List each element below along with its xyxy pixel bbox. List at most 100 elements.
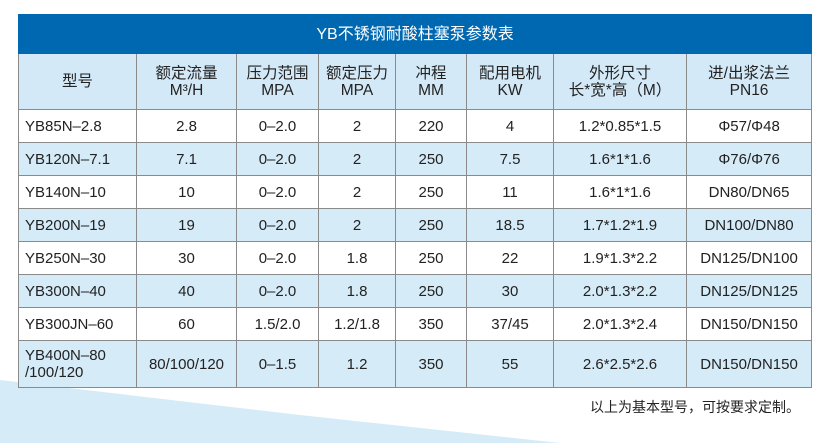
header-row: 型号 额定流量 M³/H 压力范围 MPA 额定压力 MPA 冲程 MM 配用电机 KW 外形尺寸 长*… xyxy=(18,53,813,110)
table-cell: 10 xyxy=(136,175,237,209)
table-cell: 2.8 xyxy=(136,109,237,143)
table-cell: 1.6*1*1.6 xyxy=(553,175,687,209)
table-title: YB不锈钢耐酸柱塞泵参数表 xyxy=(17,14,813,54)
table-cell: 350 xyxy=(395,307,467,341)
table-cell: 1.2 xyxy=(318,340,396,388)
column-header: 进/出浆法兰 PN16 xyxy=(685,53,813,110)
table-cell: 2.0*1.3*2.4 xyxy=(553,307,687,341)
table-cell: 22 xyxy=(466,241,554,275)
table-cell: 1.8 xyxy=(318,241,396,275)
table-cell: 1.2*0.85*1.5 xyxy=(553,109,687,143)
table-cell: 2 xyxy=(318,175,396,209)
model-cell: YB250N–30 xyxy=(18,241,137,275)
table-cell: 1.8 xyxy=(318,274,396,308)
table-cell: 80/100/120 xyxy=(136,340,237,388)
table-cell: 1.2/1.8 xyxy=(318,307,396,341)
model-cell: YB85N–2.8 xyxy=(18,109,137,143)
model-cell: YB400N–80 /100/120 xyxy=(18,340,137,388)
table-row: YB250N–30 30 0–2.0 1.8 250 22 1.9*1.3*2.2 DN125… xyxy=(18,241,813,275)
table-cell: 2 xyxy=(318,142,396,176)
model-cell: YB140N–10 xyxy=(18,175,137,209)
table-cell: 0–1.5 xyxy=(236,340,319,388)
table-cell: Φ76/Φ76 xyxy=(685,142,813,176)
table-cell: DN80/DN65 xyxy=(685,175,813,209)
table-row: YB140N–10 10 0–2.0 2 250 11 1.6*1*1.6 DN80/DN65 xyxy=(18,175,813,209)
header-line: KW xyxy=(497,81,523,99)
header-line: 冲程 xyxy=(415,64,447,82)
table-cell: DN150/DN150 xyxy=(685,307,813,341)
header-line: 进/出浆法兰 xyxy=(708,64,790,82)
model-cell: YB120N–7.1 xyxy=(18,142,137,176)
header-line: 长*宽*高（M） xyxy=(568,81,672,99)
table-cell: DN100/DN80 xyxy=(685,208,813,242)
table-cell: 0–2.0 xyxy=(236,109,319,143)
table-cell: 30 xyxy=(466,274,554,308)
column-header: 压力范围 MPA xyxy=(236,53,319,110)
table-cell: 2.6*2.5*2.6 xyxy=(553,340,687,388)
table-cell: 37/45 xyxy=(466,307,554,341)
table-cell: 18.5 xyxy=(466,208,554,242)
header-line: 压力范围 xyxy=(246,64,309,82)
table-cell: 220 xyxy=(395,109,467,143)
column-header: 额定流量 M³/H xyxy=(136,53,237,110)
parameter-table: YB不锈钢耐酸柱塞泵参数表 型号 额定流量 M³/H 压力范围 MPA 额定压力 MPA 冲程… xyxy=(17,14,813,388)
table-cell: 350 xyxy=(395,340,467,388)
table-cell: Φ57/Φ48 xyxy=(685,109,813,143)
header-line: PN16 xyxy=(729,81,769,99)
table-cell: 0–2.0 xyxy=(236,241,319,275)
table-cell: 7.5 xyxy=(466,142,554,176)
table-row: YB400N–80 /100/120 80/100/120 0–1.5 1.2 350 5… xyxy=(18,340,813,388)
column-header: 配用电机 KW xyxy=(466,53,554,110)
header-line: 外形尺寸 xyxy=(588,64,651,82)
header-line: MPA xyxy=(261,81,294,99)
footnote: 以上为基本型号，可按要求定制。 xyxy=(590,399,800,415)
table-cell: 1.7*1.2*1.9 xyxy=(553,208,687,242)
table-cell: 1.6*1*1.6 xyxy=(553,142,687,176)
table-cell: DN125/DN100 xyxy=(685,241,813,275)
column-header: 冲程 MM xyxy=(395,53,467,110)
table-cell: 40 xyxy=(136,274,237,308)
table-cell: 60 xyxy=(136,307,237,341)
table-cell: 30 xyxy=(136,241,237,275)
table-cell: 250 xyxy=(395,274,467,308)
table-cell: 4 xyxy=(466,109,554,143)
table-cell: 0–2.0 xyxy=(236,142,319,176)
table-cell: 1.5/2.0 xyxy=(236,307,319,341)
column-header: 额定压力 MPA xyxy=(318,53,396,110)
table-cell: 2 xyxy=(318,109,396,143)
table-cell: 2 xyxy=(318,208,396,242)
table-row: YB300N–40 40 0–2.0 1.8 250 30 2.0*1.3*2.2 DN125… xyxy=(18,274,813,308)
model-cell: YB300JN–60 xyxy=(18,307,137,341)
header-line: M³/H xyxy=(169,81,204,99)
table-cell: 0–2.0 xyxy=(236,208,319,242)
table-cell: DN125/DN125 xyxy=(685,274,813,308)
table-cell: 55 xyxy=(466,340,554,388)
table-row: YB85N–2.8 2.8 0–2.0 2 220 4 1.2*0.85*1.5 Φ57/Φ4… xyxy=(18,109,813,143)
header-line: 型号 xyxy=(61,73,93,90)
table-cell: DN150/DN150 xyxy=(685,340,813,388)
table-row: YB120N–7.1 7.1 0–2.0 2 250 7.5 1.6*1*1.6 Φ76/Φ7… xyxy=(18,142,813,176)
table-row: YB300JN–60 60 1.5/2.0 1.2/1.8 350 37/45 2.0*1.… xyxy=(18,307,813,341)
header-line: 额定流量 xyxy=(155,64,218,82)
table-cell: 2.0*1.3*2.2 xyxy=(553,274,687,308)
column-header: 外形尺寸 长*宽*高（M） xyxy=(553,53,687,110)
table-cell: 250 xyxy=(395,208,467,242)
header-line: MM xyxy=(418,81,444,99)
table-cell: 7.1 xyxy=(136,142,237,176)
header-line: 额定压力 xyxy=(325,64,388,82)
table-cell: 19 xyxy=(136,208,237,242)
table-cell: 1.9*1.3*2.2 xyxy=(553,241,687,275)
header-line: 配用电机 xyxy=(478,64,541,82)
table-cell: 0–2.0 xyxy=(236,175,319,209)
table-cell: 11 xyxy=(466,175,554,209)
header-line: MPA xyxy=(340,81,374,99)
table-cell: 250 xyxy=(395,241,467,275)
table-cell: 250 xyxy=(395,175,467,209)
model-cell: YB200N–19 xyxy=(18,208,137,242)
table-cell: 0–2.0 xyxy=(236,274,319,308)
table-cell: 250 xyxy=(395,142,467,176)
table-row: YB200N–19 19 0–2.0 2 250 18.5 1.7*1.2*1.9 DN100… xyxy=(18,208,813,242)
model-cell: YB300N–40 xyxy=(18,274,137,308)
column-header: 型号 xyxy=(18,53,137,110)
